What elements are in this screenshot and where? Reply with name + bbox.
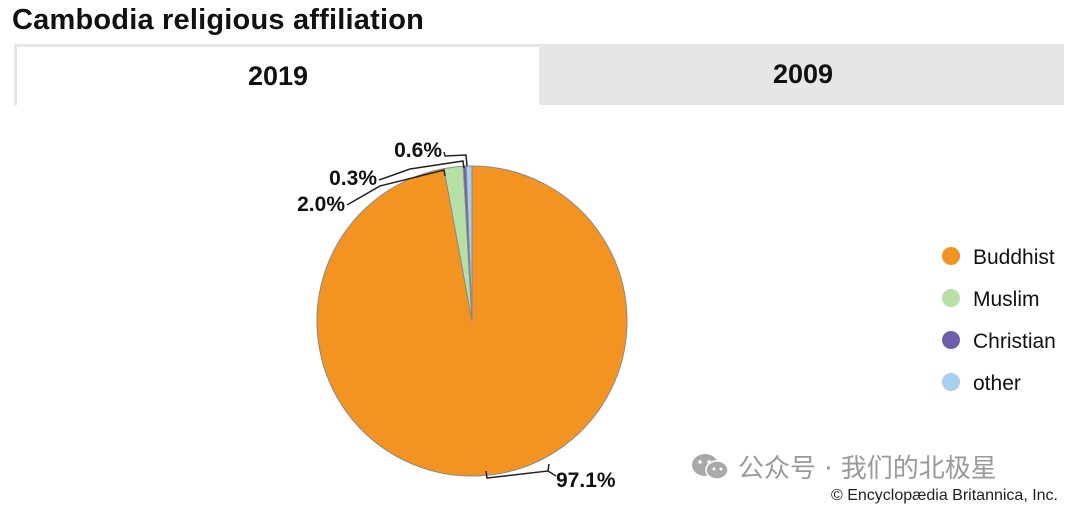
legend-swatch-other (942, 373, 960, 391)
pie-slice-other (465, 165, 473, 322)
legend-swatch-muslim (942, 289, 960, 307)
legend-swatch-buddhist (942, 247, 960, 265)
copyright: © Encyclopædia Britannica, Inc. (830, 487, 1058, 504)
leader-line-1 (346, 169, 446, 206)
legend-label-christian: Christian (973, 330, 1056, 353)
watermark: 公众号 · 我们的北极星 (690, 448, 997, 485)
watermark-text: 公众号 · 我们的北极星 (738, 454, 997, 484)
wechat-icon (692, 453, 729, 480)
pie-labels: 97.1% 2.0% 0.3% 0.6% (297, 139, 616, 492)
pie-label-muslim: 2.0% (297, 193, 345, 216)
page-title: Cambodia religious affiliation (12, 4, 425, 36)
pie-label-other: 0.6% (394, 139, 442, 162)
legend-label-other: other (973, 372, 1021, 395)
leader-line-2 (378, 160, 465, 181)
label-leaders (346, 151, 557, 479)
legend: Buddhist Muslim Christian other (942, 246, 1056, 395)
pie-label-buddhist: 97.1% (556, 469, 616, 492)
legend-swatch-christian (942, 331, 960, 349)
tab-2009[interactable]: 2009 (772, 59, 834, 89)
year-tabs: 2019 2009 (14, 44, 1064, 105)
leader-line-0 (485, 463, 557, 479)
tab-2019[interactable]: 2019 (14, 44, 542, 105)
leader-line-3 (443, 151, 468, 167)
legend-label-muslim: Muslim (973, 288, 1040, 311)
pie-label-christian: 0.3% (329, 167, 377, 190)
pie-slices (316, 165, 628, 477)
legend-label-buddhist: Buddhist (973, 246, 1055, 269)
